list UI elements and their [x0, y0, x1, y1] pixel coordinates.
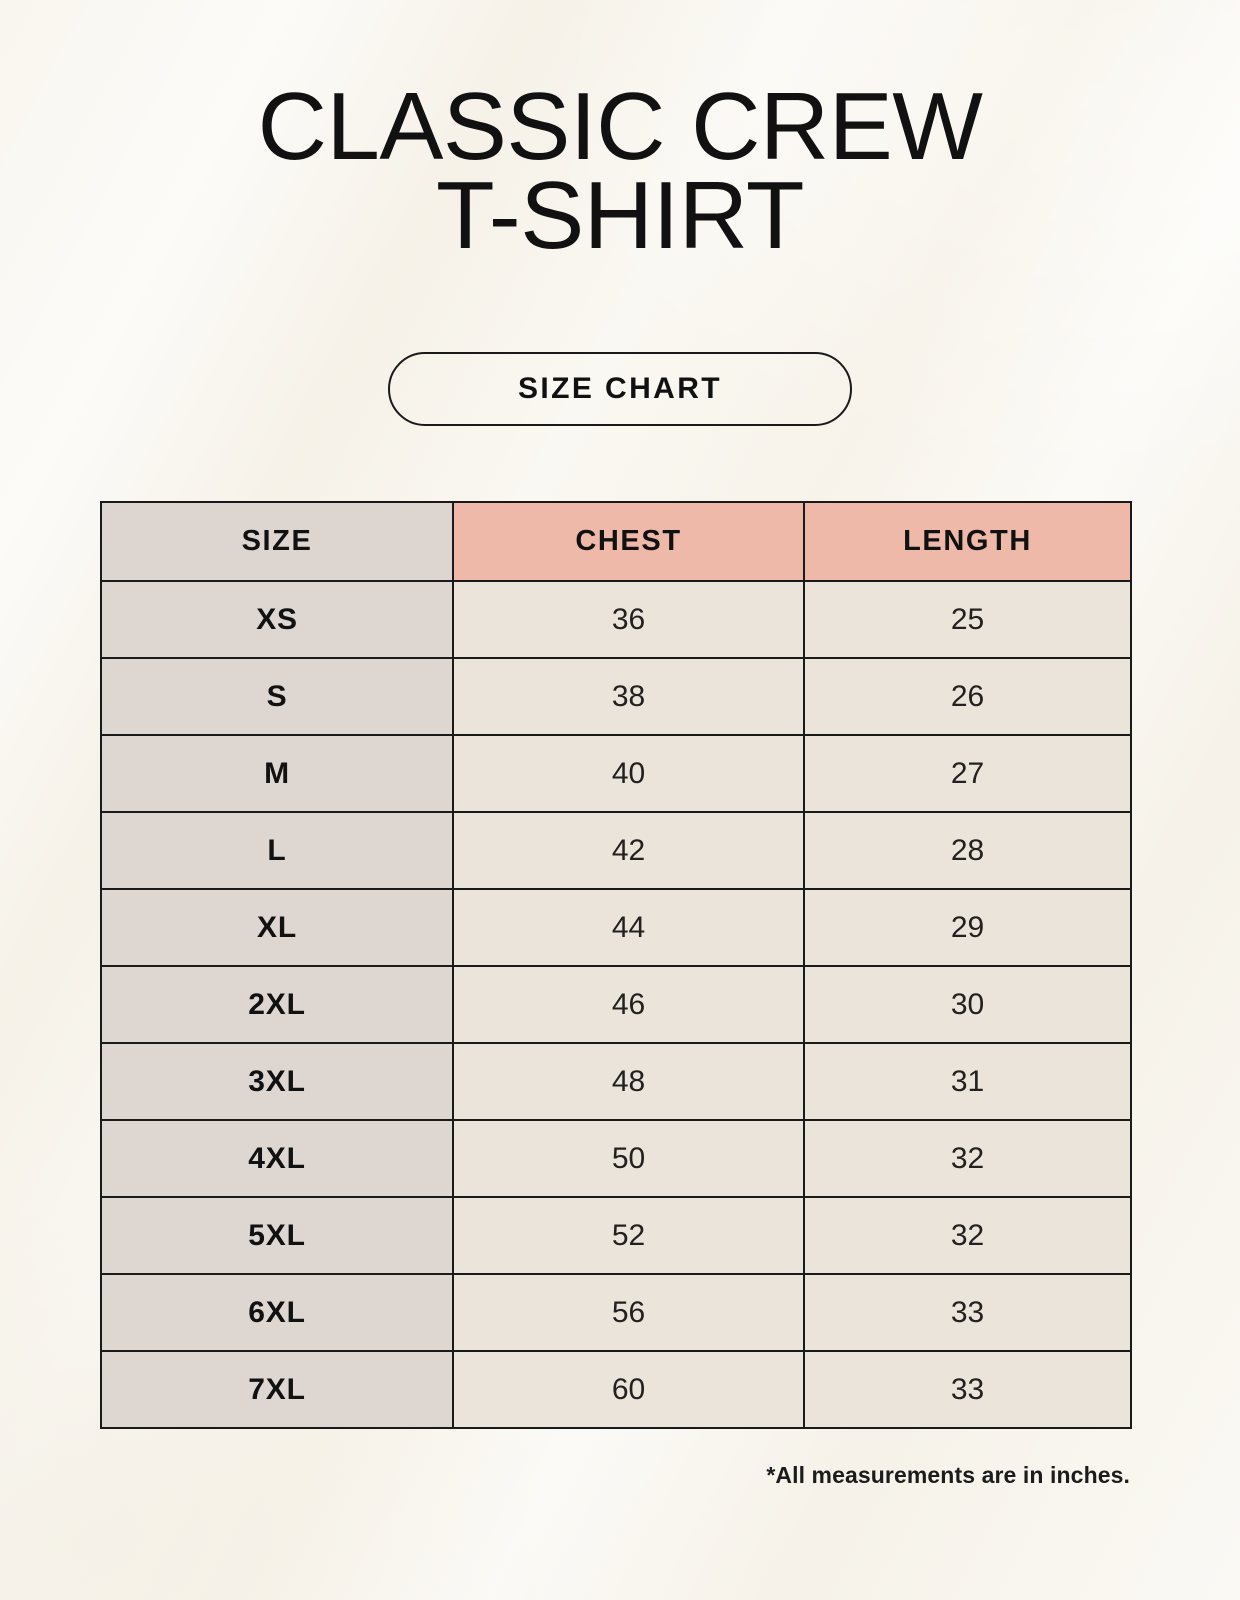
page-title-line-1: CLASSIC CREW: [257, 73, 983, 180]
measurements-footnote: *All measurements are in inches.: [766, 1462, 1130, 1488]
cell-length: 32: [803, 1119, 1132, 1198]
cell-chest: 60: [452, 1350, 805, 1429]
page-title: CLASSIC CREW T-SHIRT: [0, 73, 1240, 270]
size-table: SIZE CHEST LENGTH XS 36 25 S 38 26 M 40 27 L 42 28 X…: [100, 501, 1132, 1429]
cell-length: 25: [803, 580, 1132, 659]
table-row: XS 36 25: [100, 580, 1132, 659]
cell-size: 3XL: [100, 1042, 454, 1121]
cell-size: M: [100, 734, 454, 813]
table-row: 3XL 48 31: [100, 1042, 1132, 1121]
cell-size: S: [100, 657, 454, 736]
cell-size: 5XL: [100, 1196, 454, 1275]
cell-length: 30: [803, 965, 1132, 1044]
column-header-length: LENGTH: [803, 501, 1132, 582]
table-row: S 38 26: [100, 657, 1132, 736]
table-row: XL 44 29: [100, 888, 1132, 967]
column-header-size: SIZE: [100, 501, 454, 582]
size-table-body: XS 36 25 S 38 26 M 40 27 L 42 28 XL 44 29 2XL 46 30 3XL 48 3…: [100, 580, 1132, 1429]
column-header-chest: CHEST: [452, 501, 805, 582]
cell-chest: 52: [452, 1196, 805, 1275]
cell-chest: 56: [452, 1273, 805, 1352]
cell-length: 32: [803, 1196, 1132, 1275]
cell-length: 29: [803, 888, 1132, 967]
cell-length: 27: [803, 734, 1132, 813]
size-chart-badge: SIZE CHART: [388, 352, 852, 426]
cell-length: 31: [803, 1042, 1132, 1121]
cell-chest: 46: [452, 965, 805, 1044]
size-table-header: SIZE CHEST LENGTH: [100, 501, 1132, 582]
cell-size: 6XL: [100, 1273, 454, 1352]
cell-size: 7XL: [100, 1350, 454, 1429]
cell-length: 33: [803, 1273, 1132, 1352]
cell-chest: 40: [452, 734, 805, 813]
cell-size: XS: [100, 580, 454, 659]
cell-chest: 36: [452, 580, 805, 659]
cell-size: 4XL: [100, 1119, 454, 1198]
table-row: L 42 28: [100, 811, 1132, 890]
cell-chest: 48: [452, 1042, 805, 1121]
cell-length: 26: [803, 657, 1132, 736]
table-row: 5XL 52 32: [100, 1196, 1132, 1275]
table-row: 7XL 60 33: [100, 1350, 1132, 1429]
cell-length: 33: [803, 1350, 1132, 1429]
size-chart-badge-container: SIZE CHART: [0, 352, 1240, 426]
cell-chest: 50: [452, 1119, 805, 1198]
table-row: 4XL 50 32: [100, 1119, 1132, 1198]
table-row: M 40 27: [100, 734, 1132, 813]
table-header-row: SIZE CHEST LENGTH: [100, 501, 1132, 582]
cell-chest: 42: [452, 811, 805, 890]
cell-size: L: [100, 811, 454, 890]
cell-size: XL: [100, 888, 454, 967]
cell-chest: 38: [452, 657, 805, 736]
cell-chest: 44: [452, 888, 805, 967]
table-row: 6XL 56 33: [100, 1273, 1132, 1352]
table-row: 2XL 46 30: [100, 965, 1132, 1044]
page-title-line-2: T-SHIRT: [435, 162, 805, 270]
cell-length: 28: [803, 811, 1132, 890]
size-chart-badge-label: SIZE CHART: [518, 372, 722, 405]
cell-size: 2XL: [100, 965, 454, 1044]
size-table-container: SIZE CHEST LENGTH XS 36 25 S 38 26 M 40 27 L 42 28 X…: [100, 501, 1132, 1429]
